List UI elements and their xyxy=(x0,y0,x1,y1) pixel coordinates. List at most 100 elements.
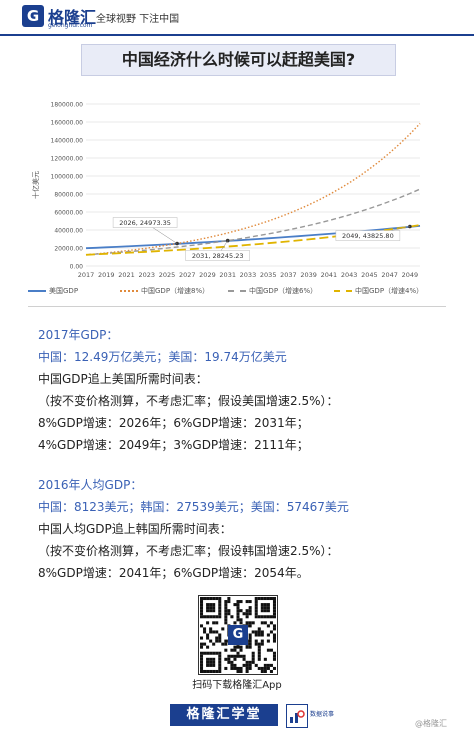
qr-module xyxy=(206,603,210,607)
qr-module xyxy=(266,615,270,619)
qr-module xyxy=(236,666,240,670)
qr-module xyxy=(227,657,231,661)
y-tick-label: 180000.00 xyxy=(51,102,84,109)
qr-module xyxy=(254,663,258,667)
qr-module xyxy=(242,657,246,661)
qr-module xyxy=(233,621,237,625)
qr-module xyxy=(245,600,249,604)
qr-module xyxy=(236,669,240,673)
qr-module xyxy=(224,612,228,616)
logo-name: 格隆汇 xyxy=(48,8,97,27)
qr-module xyxy=(203,651,207,655)
qr-module xyxy=(236,615,240,619)
qr-module xyxy=(218,651,222,655)
qr-module xyxy=(248,600,252,604)
qr-module xyxy=(239,666,243,670)
qr-module xyxy=(203,627,207,631)
qr-module xyxy=(215,615,219,619)
qr-module xyxy=(248,612,252,616)
qr-module xyxy=(200,663,204,667)
qr-module xyxy=(218,612,222,616)
qr-module xyxy=(254,639,258,643)
legend-entry: 中国GDP（增速4%） xyxy=(334,286,423,296)
qr-module xyxy=(206,651,210,655)
qr-module xyxy=(248,645,252,649)
qr-module xyxy=(272,606,276,610)
qr-module xyxy=(218,636,222,640)
qr-logo-icon: G xyxy=(228,625,248,645)
qr-module xyxy=(224,657,228,661)
qr-module xyxy=(224,600,228,604)
qr-module xyxy=(215,621,219,625)
qr-module xyxy=(200,645,204,649)
x-tick-label: 2029 xyxy=(199,271,216,279)
qr-module xyxy=(260,639,264,643)
qr-module xyxy=(230,654,234,658)
qr-module xyxy=(257,627,261,631)
qr-module xyxy=(221,642,225,646)
chart-svg: 0.00 20000.00 40000.00 60000.00 80000.00 1000… xyxy=(31,102,421,279)
annotation-box xyxy=(112,217,178,228)
qr-module xyxy=(254,609,258,613)
qr-module xyxy=(272,609,276,613)
qr-module xyxy=(272,612,276,616)
qr-module xyxy=(248,633,252,637)
x-tick-label: 2017 xyxy=(78,271,95,279)
qr-module xyxy=(212,609,216,613)
legend-label: 中国GDP（增速4%） xyxy=(355,287,424,295)
qr-code[interactable]: G xyxy=(198,595,278,675)
legend-label: 中国GDP（增速6%） xyxy=(249,287,318,295)
legend-swatch xyxy=(228,290,246,292)
y-tick-label: 160000.00 xyxy=(51,120,84,127)
qr-module xyxy=(236,645,240,649)
qr-module xyxy=(245,609,249,613)
qr-module xyxy=(215,597,219,601)
x-tick-label: 2041 xyxy=(321,271,338,279)
qr-module xyxy=(248,621,252,625)
qr-module xyxy=(269,648,273,652)
qr-module xyxy=(212,642,216,646)
qr-module xyxy=(254,603,258,607)
qr-module xyxy=(254,633,258,637)
qr-module xyxy=(230,666,234,670)
qr-module xyxy=(209,627,213,631)
qr-caption: 扫码下载格隆汇App xyxy=(192,680,282,691)
qr-module xyxy=(200,597,204,601)
qr-module xyxy=(272,597,276,601)
qr-module xyxy=(245,621,249,625)
qr-module xyxy=(215,639,219,643)
qr-module xyxy=(257,597,261,601)
qr-module xyxy=(227,600,231,604)
y-tick-label: 80000.00 xyxy=(54,192,83,199)
section-2-line: 8%GDP增速：2041年；6%GDP增速：2054年。 xyxy=(38,566,309,580)
qr-module xyxy=(260,609,264,613)
qr-module xyxy=(203,630,207,634)
title-box: 中国经济什么时候可以赶超美国? xyxy=(81,44,396,76)
qr-module xyxy=(200,606,204,610)
qr-module xyxy=(266,624,270,628)
qr-module xyxy=(227,612,231,616)
qr-module xyxy=(200,669,204,673)
qr-module xyxy=(233,657,237,661)
qr-module xyxy=(266,639,270,643)
qr-module xyxy=(251,630,255,634)
qr-module xyxy=(272,657,276,661)
qr-module xyxy=(233,666,237,670)
y-tick-label: 20000.00 xyxy=(54,246,83,253)
qr-module xyxy=(203,642,207,646)
qr-module xyxy=(248,609,252,613)
qr-module xyxy=(239,645,243,649)
qr-module xyxy=(227,660,231,664)
qr-module xyxy=(257,657,261,661)
qr-module xyxy=(263,603,267,607)
qr-module xyxy=(200,657,204,661)
y-tick-label: 100000.00 xyxy=(51,174,84,181)
qr-module xyxy=(254,615,258,619)
qr-module xyxy=(203,669,207,673)
qr-module xyxy=(230,660,234,664)
x-tick-label: 2033 xyxy=(240,271,257,279)
section-1-line: 中国GDP追上美国所需时间表： xyxy=(38,372,208,386)
legend-entry: 美国GDP xyxy=(28,286,78,296)
section-1-heading: 2017年GDP： xyxy=(38,328,119,342)
qr-module xyxy=(260,642,264,646)
